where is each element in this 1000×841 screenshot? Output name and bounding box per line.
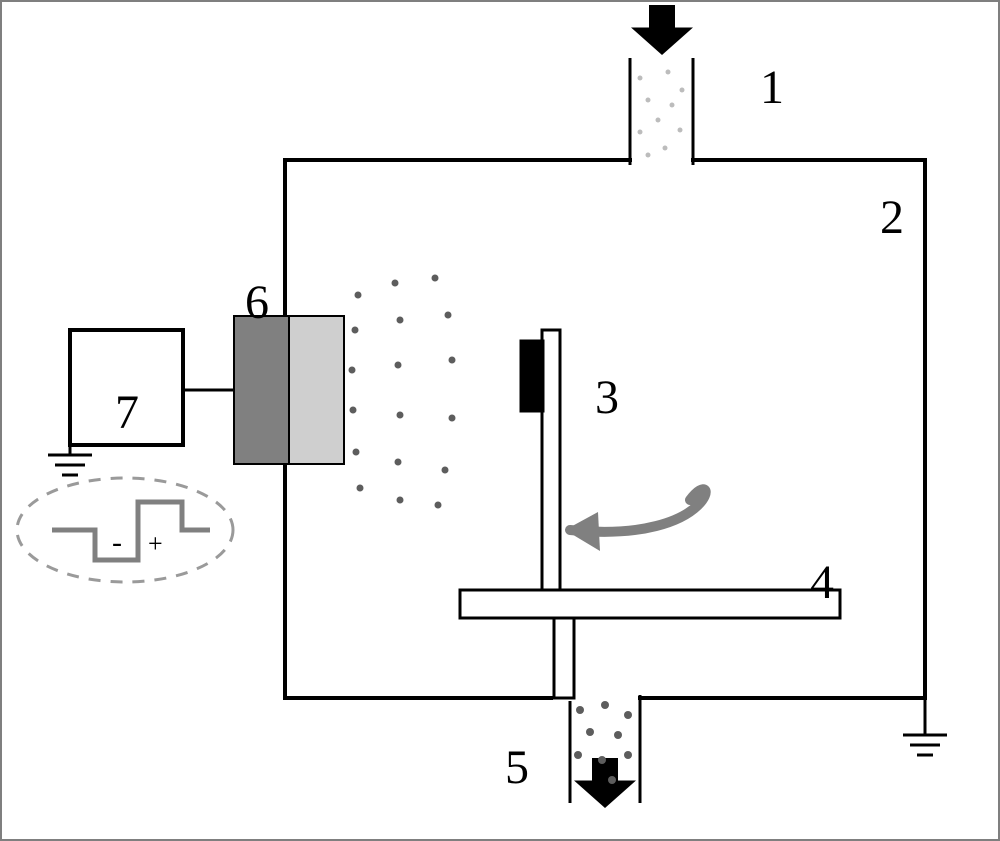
label-2: 2 [880, 190, 904, 245]
label-5: 5 [505, 740, 529, 795]
label-4: 4 [810, 555, 834, 610]
schematic-svg: -+ [0, 0, 1000, 841]
label-7: 7 [115, 385, 139, 440]
label-1: 1 [760, 60, 784, 115]
label-6: 6 [245, 275, 269, 330]
label-3: 3 [595, 370, 619, 425]
diagram-stage: -+ 1 2 3 4 5 6 7 [0, 0, 1000, 841]
svg-text:+: + [148, 529, 163, 558]
svg-text:-: - [112, 526, 122, 559]
